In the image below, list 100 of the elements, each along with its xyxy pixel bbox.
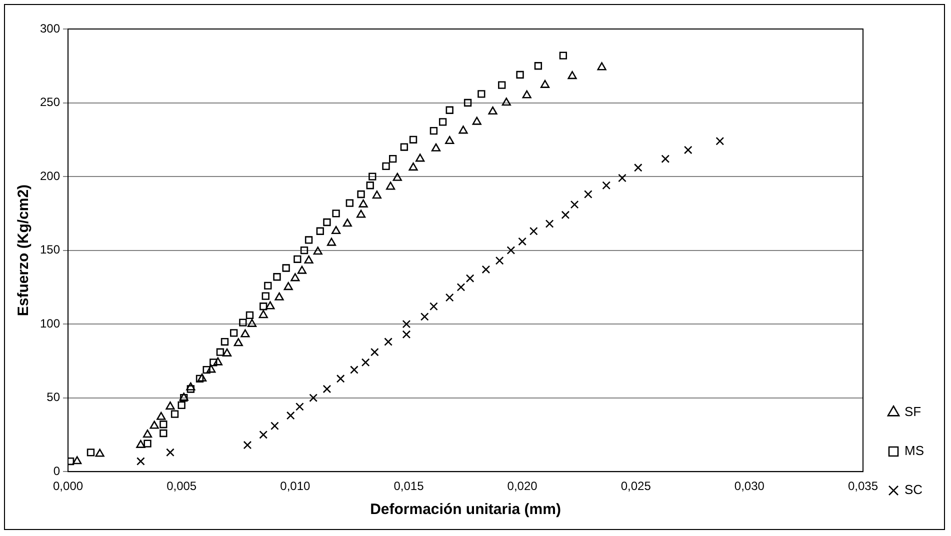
x-axis-title: Deformación unitaria (mm) [370, 501, 561, 518]
point [326, 238, 336, 246]
point [342, 218, 352, 227]
point [420, 312, 429, 321]
point [368, 172, 376, 180]
point [445, 293, 454, 302]
point [570, 200, 579, 209]
point [186, 382, 196, 390]
point [416, 154, 425, 162]
point [150, 420, 159, 429]
point [68, 457, 74, 466]
point [294, 255, 302, 263]
point [400, 143, 408, 151]
point [95, 448, 104, 457]
point [142, 430, 152, 438]
point [545, 220, 554, 228]
point [350, 366, 358, 374]
x-tick-label: 0,010 [280, 479, 310, 494]
point [239, 318, 247, 326]
point [144, 440, 152, 448]
point [482, 265, 490, 274]
point [178, 401, 186, 410]
point [529, 226, 538, 236]
point [446, 106, 454, 114]
point [466, 274, 474, 283]
x-tick-label: 0,015 [394, 479, 424, 494]
point [316, 227, 324, 235]
point [540, 80, 550, 88]
point [156, 412, 166, 420]
x-tick-label: 0,025 [620, 479, 652, 494]
point [243, 440, 252, 450]
point [206, 364, 216, 373]
point [392, 172, 402, 181]
point [684, 146, 692, 154]
point [258, 310, 268, 318]
point [522, 90, 532, 98]
point [478, 90, 486, 98]
point [222, 348, 232, 356]
point [313, 246, 322, 255]
x-tick-label: 0,000 [53, 479, 84, 494]
point [358, 199, 368, 208]
point [445, 136, 454, 144]
point [259, 430, 268, 439]
point [346, 199, 354, 207]
y-tick-label: 100 [40, 316, 60, 330]
point [160, 420, 168, 428]
point [356, 210, 366, 218]
point [72, 456, 82, 464]
point [166, 448, 174, 457]
point [456, 283, 466, 292]
point [304, 236, 313, 244]
point [86, 448, 95, 456]
point [304, 255, 314, 264]
point [561, 210, 570, 220]
point [534, 62, 542, 70]
point [518, 237, 526, 246]
point [273, 273, 281, 281]
point [284, 282, 293, 290]
point [210, 358, 218, 366]
point [247, 318, 257, 327]
point [602, 181, 611, 190]
point [388, 155, 397, 163]
point [716, 136, 724, 146]
point [584, 190, 592, 198]
point [361, 358, 370, 367]
point [634, 163, 642, 172]
point [661, 154, 670, 164]
point [136, 440, 146, 448]
point [382, 162, 390, 170]
point [431, 143, 441, 152]
y-tick-label: 50 [46, 390, 60, 404]
x-tick-label: 0,035 [848, 479, 878, 494]
point [430, 302, 438, 311]
legend-label: MS [904, 443, 924, 458]
point [568, 71, 577, 80]
point [438, 118, 447, 126]
point [336, 374, 345, 383]
point [260, 302, 268, 310]
point [166, 402, 175, 410]
point [230, 329, 238, 337]
point [220, 338, 229, 346]
point [332, 210, 340, 218]
point [322, 384, 332, 394]
point [216, 348, 224, 356]
x-tick-label: 0,030 [734, 479, 765, 494]
point [266, 301, 275, 310]
point [495, 256, 504, 265]
legend-label: SF [904, 404, 922, 420]
point [498, 81, 506, 89]
x-tick-label: 0,020 [507, 479, 538, 494]
point [264, 282, 272, 290]
point [286, 411, 295, 420]
point [597, 62, 606, 70]
point [386, 182, 396, 190]
point [559, 52, 568, 60]
point [160, 429, 168, 438]
legend-label: SC [904, 482, 923, 498]
x-tick-label: 0,005 [166, 479, 197, 494]
point [408, 162, 418, 171]
point [506, 246, 516, 254]
